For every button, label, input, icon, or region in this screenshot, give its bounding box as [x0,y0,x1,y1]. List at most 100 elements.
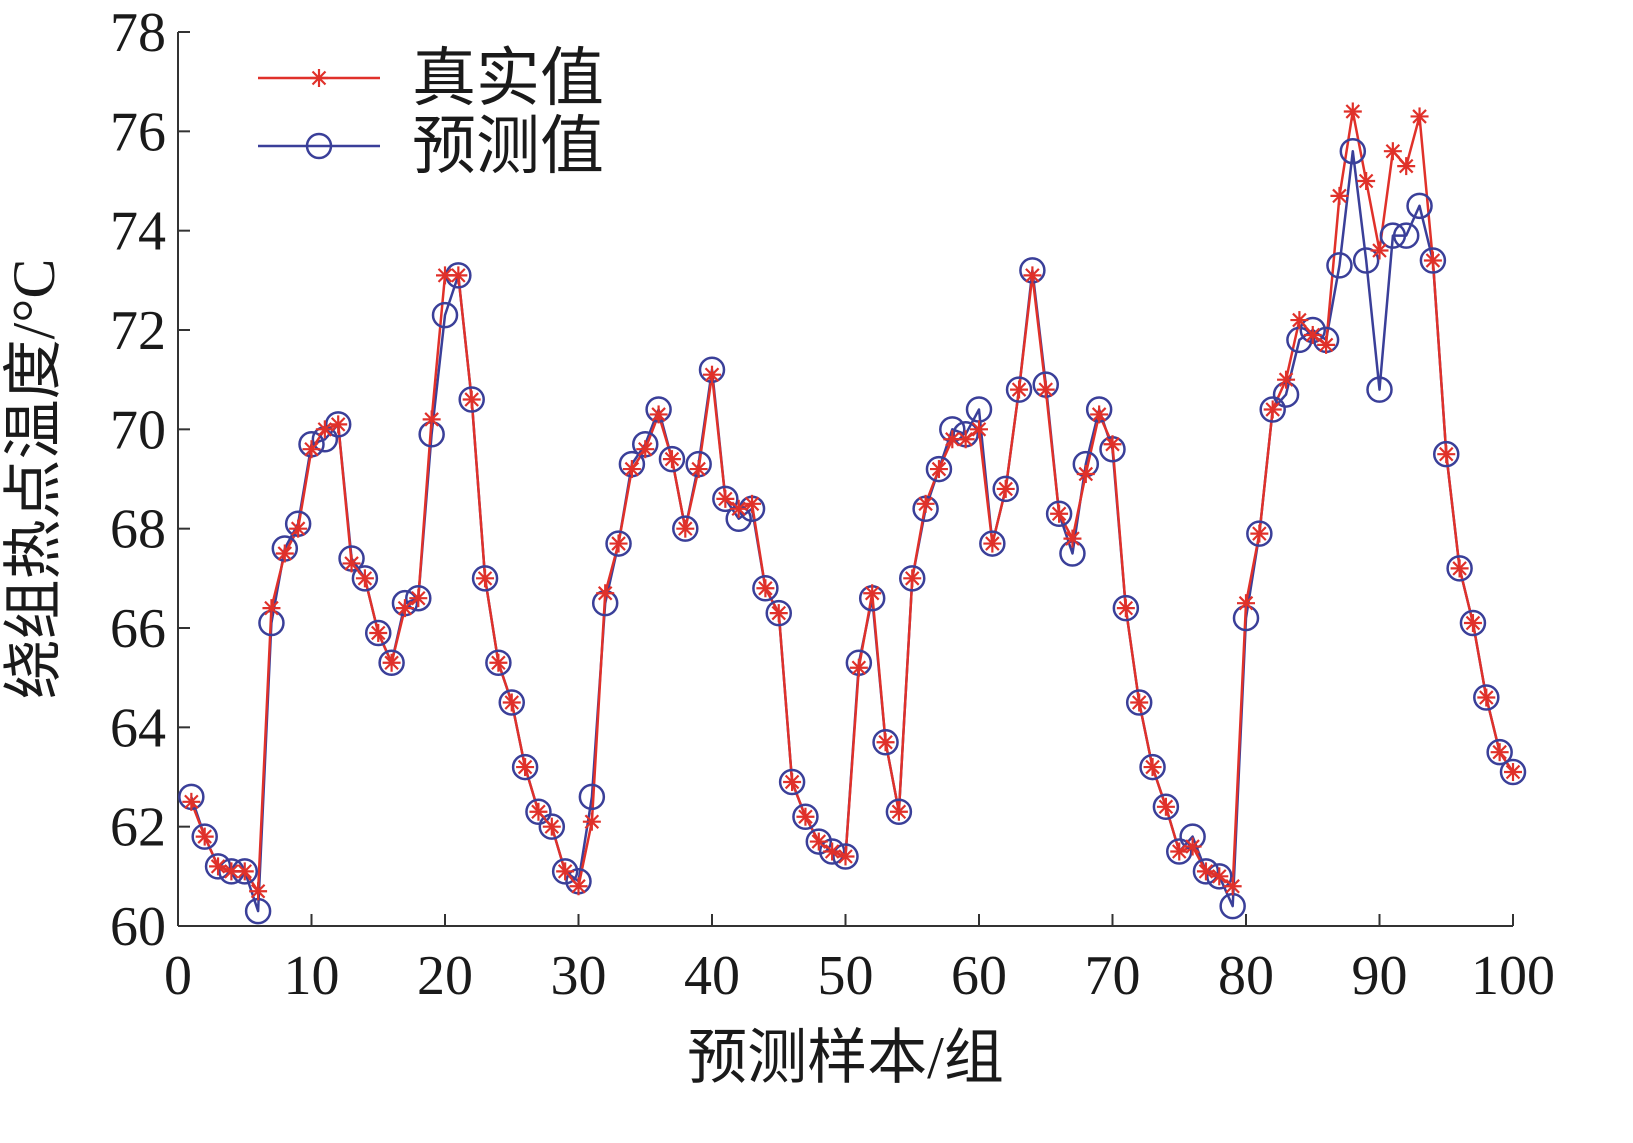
data-point-predicted [1192,858,1220,885]
data-point-actual [1130,693,1149,712]
data-point-predicted [405,584,432,612]
data-point-actual [1103,435,1122,454]
x-tick-label: 20 [417,945,473,1007]
data-point-actual [916,494,935,513]
data-point-predicted [1473,684,1500,711]
data-point-predicted [979,530,1006,557]
y-tick-label: 68 [110,499,166,561]
data-point-actual [289,519,308,538]
data-point-predicted [498,689,525,716]
data-point-actual [1437,445,1456,464]
data-point-actual [1076,465,1095,484]
data-point-actual [1036,380,1055,399]
x-tick-label: 70 [1085,945,1141,1007]
y-tick-label: 60 [110,896,166,958]
data-point-predicted [1446,555,1473,582]
data-point-actual [1196,862,1215,881]
data-point-actual [1250,524,1269,543]
data-point-actual [1156,797,1175,816]
data-point-predicted [1459,609,1487,637]
x-tick-label: 30 [551,945,607,1007]
data-point-predicted [1379,222,1407,249]
data-point-actual [756,579,775,598]
x-tick-label: 100 [1471,945,1555,1007]
x-tick-label: 60 [951,945,1007,1007]
data-point-actual [1290,311,1309,330]
data-point-predicted [551,858,579,885]
data-point-actual [809,832,828,851]
data-point-predicted [778,768,806,796]
data-point-predicted [792,803,819,830]
data-point-actual [516,758,535,777]
data-point-actual [369,623,388,642]
data-point-predicted [1139,753,1166,781]
series-line-actual [190,110,1515,893]
data-point-actual [182,792,201,811]
data-point-actual [355,569,374,588]
data-point-actual [315,420,334,439]
x-tick-label: 40 [684,945,740,1007]
data-point-actual [609,534,628,553]
data-point-predicted [365,619,392,647]
data-point-actual [275,544,294,563]
data-point-actual [382,653,401,672]
data-point-actual [449,266,468,285]
legend-actual-label: 真实值 [412,43,604,114]
x-tick-label: 50 [818,945,874,1007]
data-point-actual [1237,594,1255,613]
data-point-actual [1410,107,1429,126]
data-point-predicted [1366,376,1393,403]
data-point-predicted [1246,520,1273,547]
data-point-actual [529,802,548,821]
data-point-predicted [1352,247,1380,274]
data-point-actual [1330,186,1349,205]
data-point-predicted [752,575,779,602]
data-point-actual [1023,266,1042,285]
data-point-predicted [658,445,686,473]
data-point-actual [796,807,815,826]
data-point-actual [849,658,868,677]
data-point-actual [1050,504,1069,523]
data-point-actual [636,440,655,459]
data-point-actual [342,554,361,573]
data-point-predicted [872,728,899,756]
data-point-actual [876,733,895,752]
data-point-actual [235,862,254,881]
data-point-actual [929,460,948,479]
data-point-actual [195,827,214,846]
data-point-actual [395,599,414,618]
data-point-actual [1343,102,1362,121]
data-point-actual [329,415,348,434]
data-point-predicted [471,565,499,592]
data-point-predicted [925,455,953,483]
data-point-actual [703,365,721,384]
data-point-actual [1423,251,1442,270]
data-point-predicted [1499,758,1527,786]
data-point-predicted [992,475,1019,503]
data-point-predicted [525,798,552,826]
data-point-actual [1210,867,1229,886]
data-point-predicted [538,813,566,840]
data-point-actual [676,519,695,538]
series-line-predicted [190,149,1515,913]
y-axis-title: 绕组热点温度/°C [1,259,67,700]
data-point-actual [649,405,668,424]
data-point-predicted [1005,376,1033,403]
x-tick-label: 10 [284,945,340,1007]
x-tick-label: 90 [1352,945,1408,1007]
data-point-predicted [578,783,606,811]
data-point-actual [1450,559,1469,578]
data-point-predicted [378,649,405,677]
data-point-actual [983,534,1002,553]
axes: 0 10 20 30 40 50 60 70 80 90 100 60 62 64 66 68 70 72 74 76… [110,2,1555,1007]
x-axis-title: 预测样本/组 [687,1025,1004,1091]
data-point-predicted [1433,440,1460,468]
data-point-actual [1357,172,1376,190]
data-point-actual [743,494,762,513]
data-point-predicted [1112,594,1140,622]
data-point-predicted [605,530,632,557]
data-point-actual [1397,157,1416,176]
x-tick-label: 0 [164,945,192,1007]
